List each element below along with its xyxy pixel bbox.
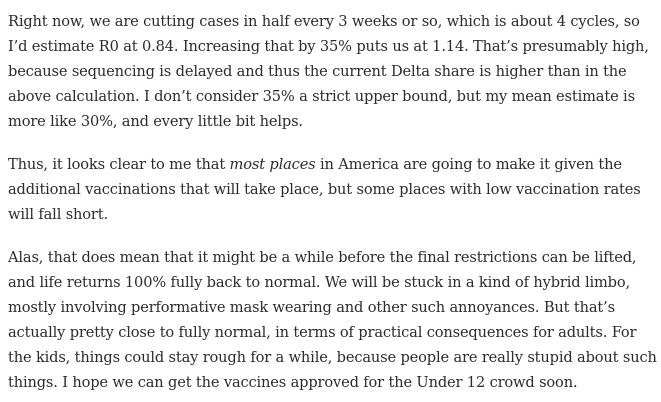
paragraph-text-before-emphasis: Thus, it looks clear to me that <box>8 156 230 173</box>
paragraph-restrictions: Alas, that does mean that it might be a … <box>8 249 657 391</box>
emphasis-most-places: most places <box>229 156 316 173</box>
paragraph-most-places: Thus, it looks clear to me that most pla… <box>8 152 659 227</box>
paragraph-text-after-emphasis: in America are going to make it given th… <box>8 156 641 223</box>
paragraph-r0-estimate: Right now, we are cutting cases in half … <box>8 13 649 130</box>
article-body: Right now, we are cutting cases in half … <box>8 9 659 395</box>
